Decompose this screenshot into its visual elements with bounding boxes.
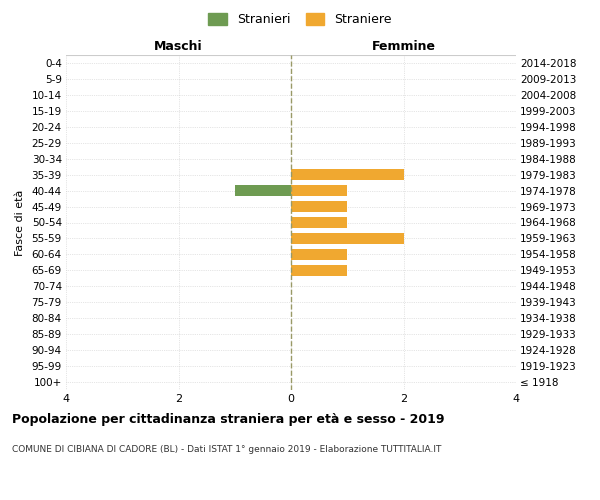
Bar: [291, 202, 347, 211]
Legend: Stranieri, Straniere: Stranieri, Straniere: [205, 8, 395, 30]
Bar: [291, 234, 404, 243]
Bar: [235, 186, 291, 196]
Text: Femmine: Femmine: [371, 40, 436, 52]
Text: Popolazione per cittadinanza straniera per età e sesso - 2019: Popolazione per cittadinanza straniera p…: [12, 412, 445, 426]
Bar: [291, 249, 347, 260]
Bar: [291, 170, 404, 180]
Y-axis label: Anni di nascita: Anni di nascita: [598, 181, 600, 264]
Text: Maschi: Maschi: [154, 40, 203, 52]
Bar: [291, 186, 347, 196]
Bar: [291, 265, 347, 276]
Y-axis label: Fasce di età: Fasce di età: [14, 190, 25, 256]
Bar: [291, 218, 347, 228]
Text: COMUNE DI CIBIANA DI CADORE (BL) - Dati ISTAT 1° gennaio 2019 - Elaborazione TUT: COMUNE DI CIBIANA DI CADORE (BL) - Dati …: [12, 445, 442, 454]
